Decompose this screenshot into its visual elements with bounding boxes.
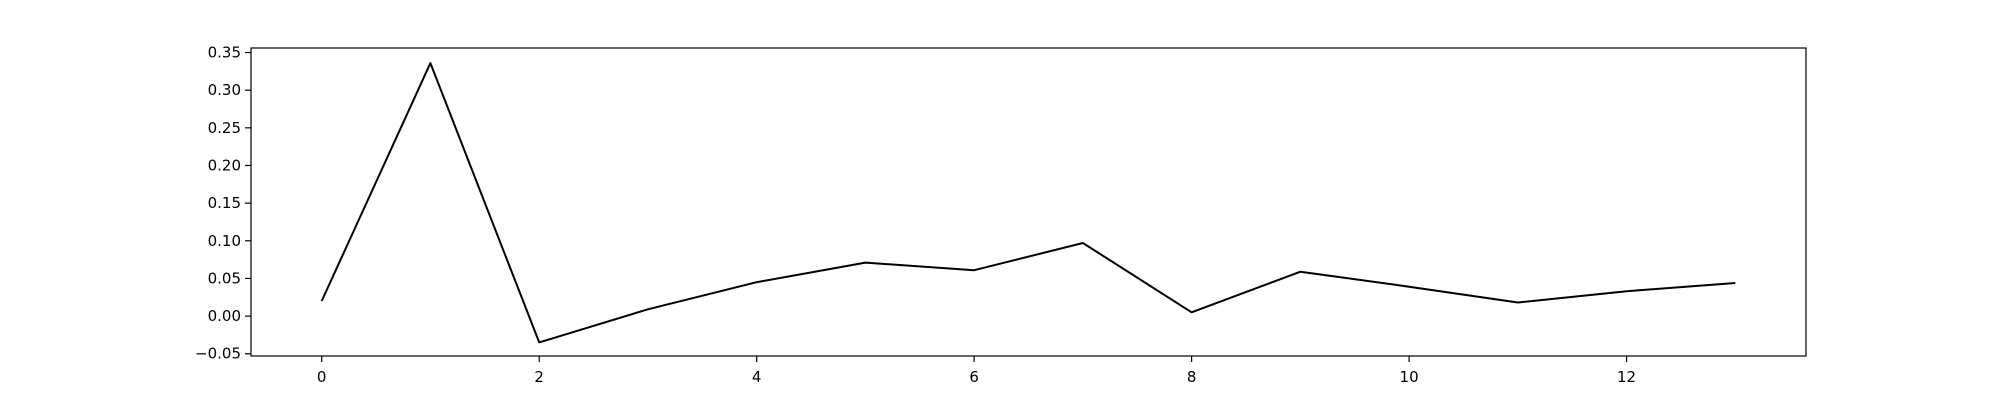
y-tick-label: 0.15 <box>208 194 241 212</box>
y-tick-label: 0.00 <box>208 307 241 325</box>
x-tick-label: 0 <box>317 368 327 386</box>
y-axis: −0.05 0.00 0.05 0.10 0.15 0.20 0.25 0.30 0.35 <box>195 44 251 363</box>
series-line <box>320 62 1736 344</box>
x-tick-label: 4 <box>752 368 762 386</box>
y-tick-label: 0.25 <box>208 119 241 137</box>
y-tick-label: 0.35 <box>208 44 241 62</box>
x-tick-label: 2 <box>534 368 544 386</box>
y-tick-label: −0.05 <box>195 345 241 363</box>
y-tick-label: 0.10 <box>208 232 241 250</box>
x-tick-label: 6 <box>969 368 979 386</box>
series-group <box>320 62 1736 344</box>
x-tick-label: 10 <box>1400 368 1419 386</box>
y-tick-label: 0.30 <box>208 81 241 99</box>
x-tick-label: 8 <box>1187 368 1197 386</box>
plot-area <box>250 47 1807 357</box>
y-tick-label: 0.20 <box>208 156 241 174</box>
y-tick-label: 0.05 <box>208 269 241 287</box>
x-tick-label: 12 <box>1617 368 1636 386</box>
x-axis: 0 2 4 6 8 10 12 <box>317 356 1636 386</box>
